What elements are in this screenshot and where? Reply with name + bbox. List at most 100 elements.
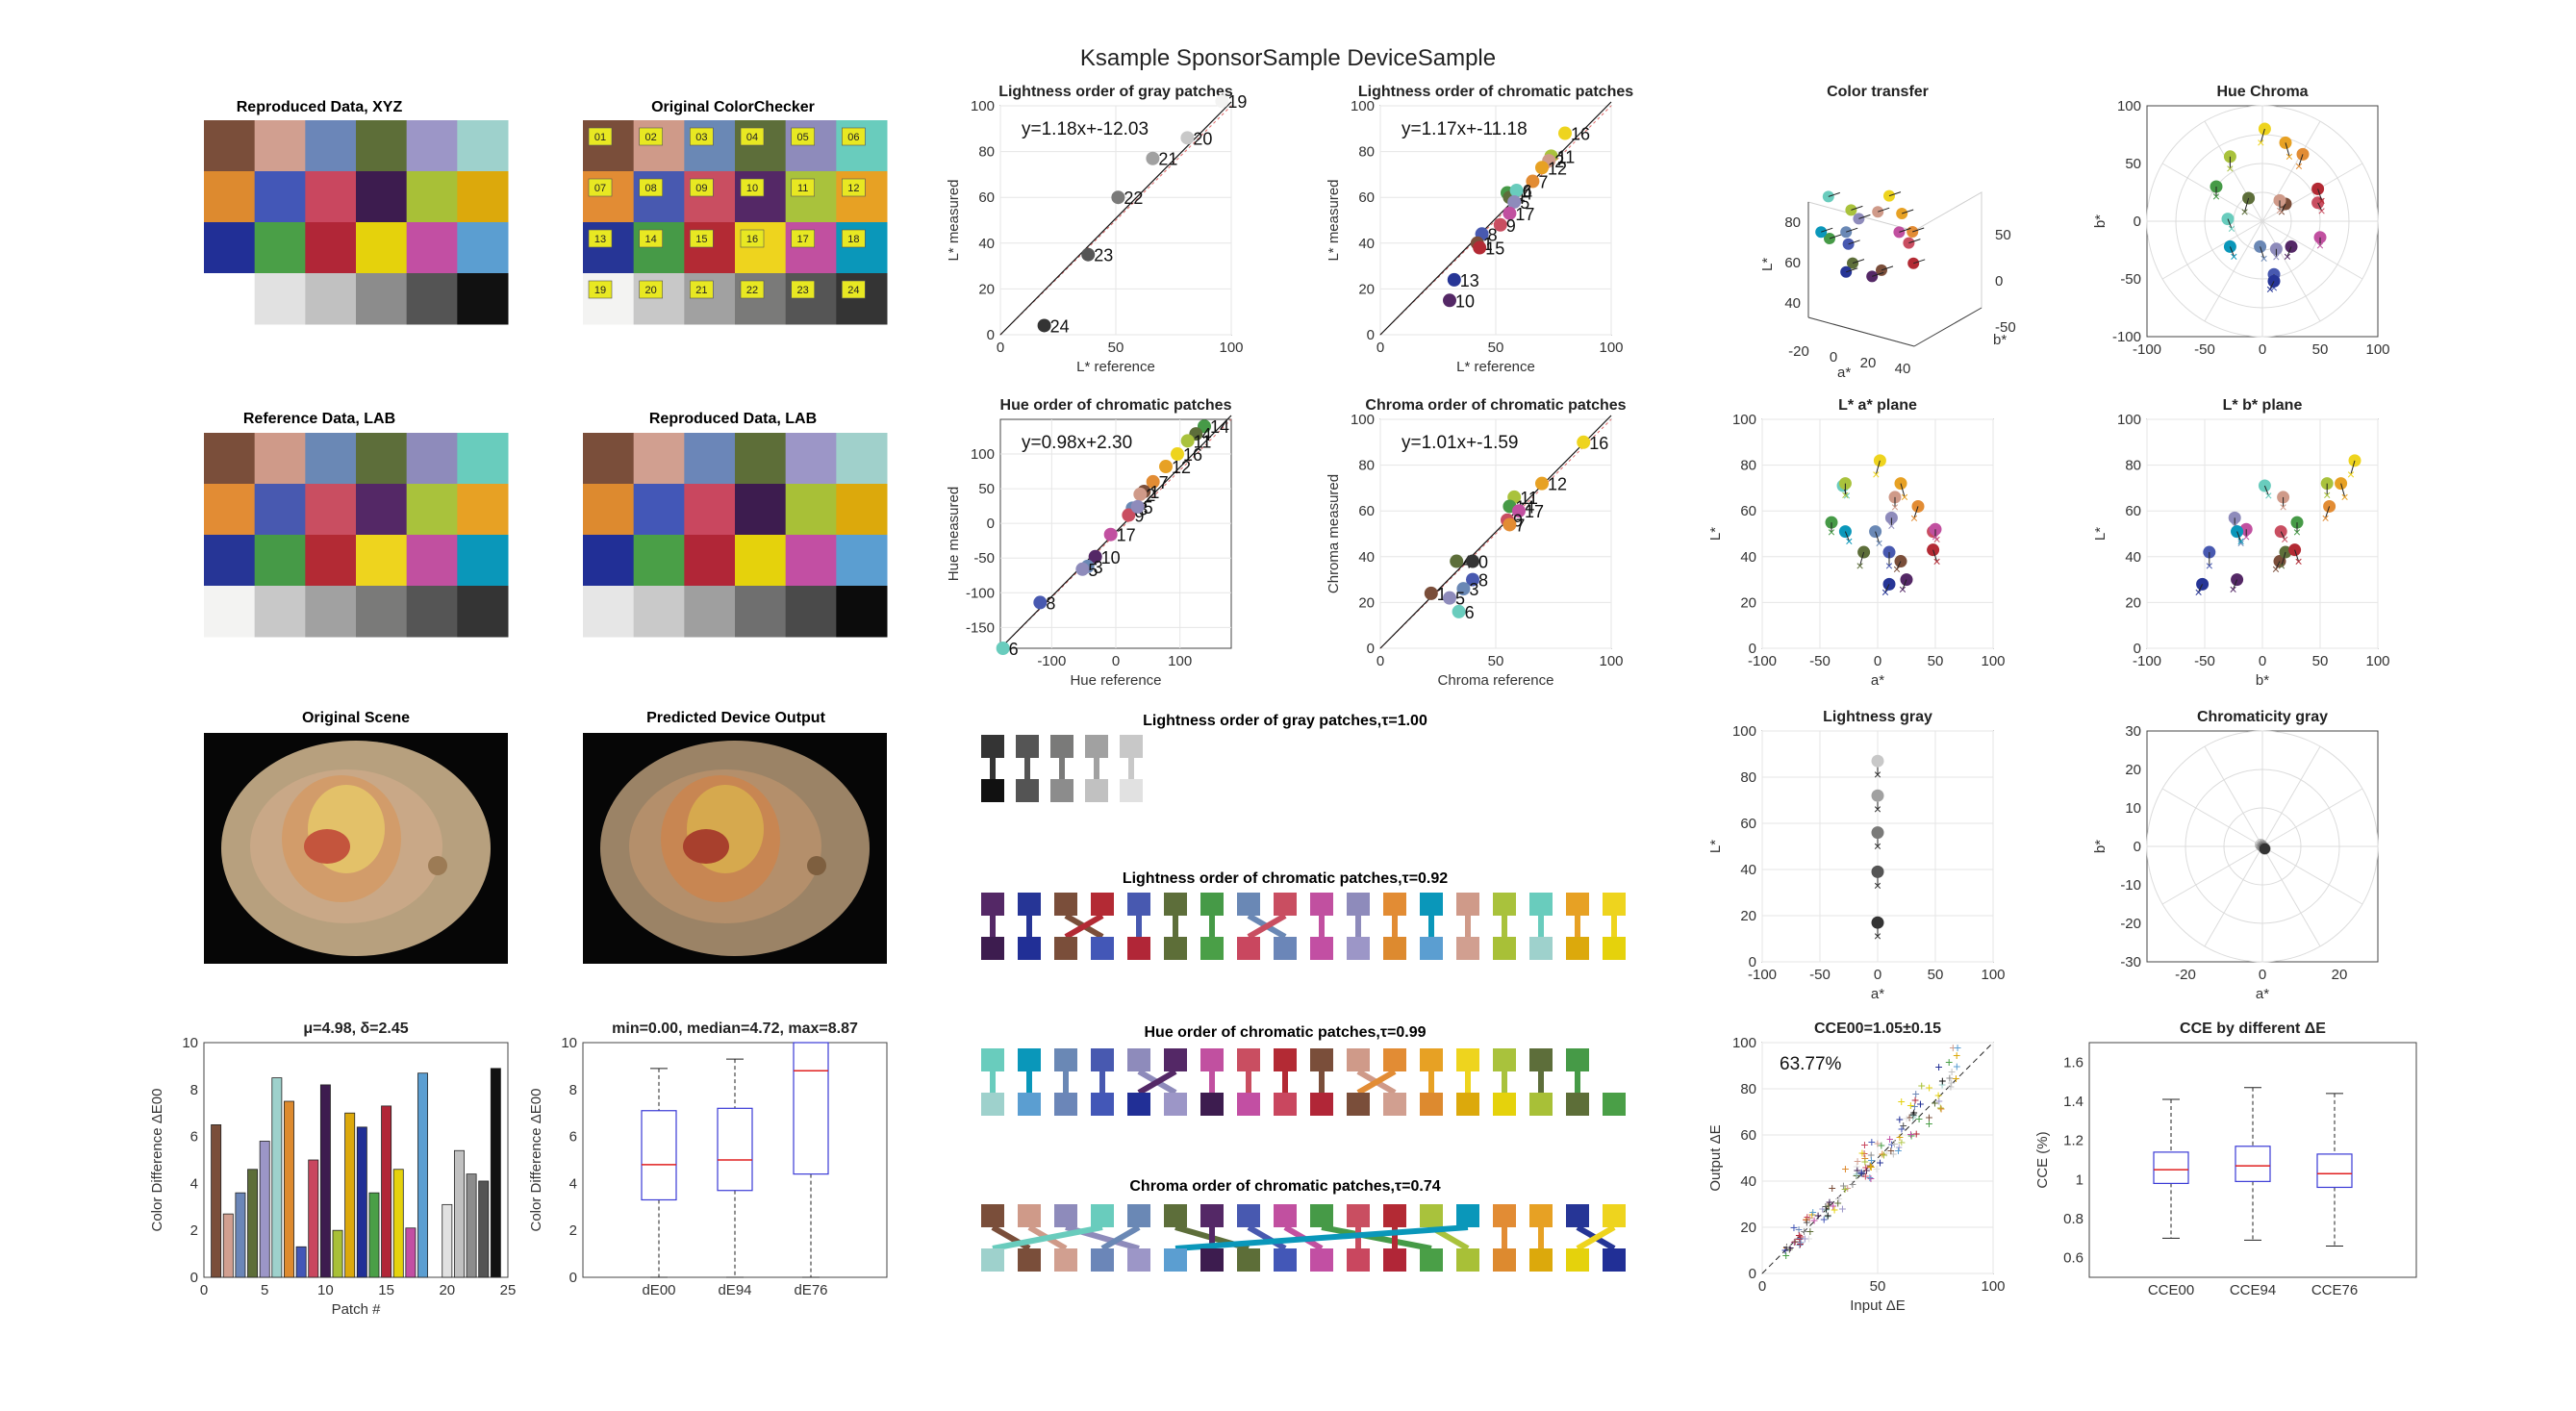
color-patch: [305, 535, 357, 587]
shift-vector: [1851, 205, 1863, 211]
reference-marker: ×: [2278, 204, 2286, 219]
reference-marker: ×: [1874, 767, 1881, 782]
order-patch-bottom: [1420, 1248, 1443, 1272]
data-point: +: [1796, 1237, 1804, 1252]
shift-vector: [1852, 259, 1865, 265]
data-point: +: [1931, 1096, 1938, 1111]
order-patch-top: [1456, 1048, 1479, 1071]
data-point: +: [1825, 1197, 1832, 1213]
reference-marker: ×: [2264, 488, 2272, 503]
shift-vector: [1902, 579, 1907, 590]
data-point: +: [1782, 1247, 1790, 1263]
y-tick-label: 4: [569, 1175, 577, 1192]
order-patch-top: [1127, 1048, 1150, 1071]
y-tick-label: 0: [1367, 327, 1375, 343]
data-point: +: [1867, 1171, 1875, 1186]
y-tick-label: 1.4: [2063, 1094, 2084, 1110]
order-patch-top: [1529, 1204, 1553, 1227]
bar: [284, 1100, 294, 1278]
data-point: +: [1953, 1059, 1960, 1074]
data-point: +: [1831, 1201, 1838, 1217]
data-point: +: [1824, 1209, 1831, 1224]
order-patch-bottom: [981, 1093, 1004, 1116]
y-tick-label: 0: [190, 1270, 198, 1286]
color-patch: [836, 433, 888, 485]
x-tick-label: 100: [1981, 653, 2005, 669]
y-axis-label: b*: [2092, 214, 2109, 228]
x-tick-label: 0: [997, 340, 1004, 356]
data-point: +: [1935, 1093, 1943, 1108]
data-point: +: [1898, 1135, 1906, 1150]
data-point: [1456, 582, 1471, 596]
order-patch-bottom: [1091, 1093, 1114, 1116]
data-point: +: [1838, 1201, 1846, 1217]
data-point-label: 6: [1523, 182, 1532, 201]
data-point: +: [1911, 1092, 1919, 1107]
data-point: [1443, 591, 1456, 605]
y-tick-label: 1.2: [2063, 1133, 2084, 1149]
data-point: +: [1903, 1110, 1910, 1125]
y-tick-label: -50: [973, 550, 995, 567]
reference-marker: ×: [2295, 554, 2303, 569]
polar-spoke: [2204, 120, 2263, 222]
polar-spoke: [2261, 120, 2321, 222]
x-tick-label: 0: [1758, 1278, 1766, 1295]
y-tick-label: 0: [987, 327, 995, 343]
data-point: +: [1858, 1146, 1866, 1161]
bar: [247, 1169, 259, 1278]
polar-spoke: [2204, 220, 2263, 322]
data-point: +: [1887, 1137, 1895, 1152]
order-patch-bottom: [1566, 937, 1589, 960]
order-patch-top: [1347, 1048, 1370, 1071]
patch-number-box: [791, 280, 815, 299]
data-point: +: [1894, 1143, 1902, 1158]
data-point: +: [1866, 1170, 1874, 1185]
data-point: +: [1801, 1223, 1808, 1239]
chart-title: L* a* plane: [1838, 397, 1917, 414]
chart-title: CCE by different ΔE: [2180, 1020, 2326, 1037]
data-point: [1452, 604, 1466, 618]
data-point-label: 16: [1589, 434, 1608, 453]
y-axis-label: L*: [2092, 527, 2109, 541]
data-point: +: [1907, 1128, 1915, 1144]
color-patch: [785, 484, 837, 536]
patch-number-box: [740, 178, 765, 197]
chart-color-transfer: Color transfer 40 60 80 -20 0 20 40 -50 0 50 a* L* b*: [1759, 84, 2016, 381]
y-tick-label: 50: [2125, 156, 2141, 172]
color-patch: [457, 120, 509, 172]
shift-vector: [2350, 460, 2356, 474]
patch-number-label: 09: [695, 183, 707, 194]
data-point: +: [1795, 1227, 1803, 1243]
y-tick-label: 100: [1732, 412, 1756, 428]
chart-title: Lightness order of chromatic patches: [1358, 84, 1633, 100]
patch-number-label: 19: [594, 285, 606, 296]
color-patch: [204, 484, 256, 536]
shift-vector: [1932, 549, 1938, 562]
order-patch-bottom: [1456, 1248, 1479, 1272]
fit-line: [1379, 415, 1612, 649]
data-point-label: 8: [1488, 225, 1498, 244]
y-tick-label: 2: [190, 1222, 198, 1239]
color-patch: [684, 535, 736, 587]
order-patch-top: [981, 735, 1004, 758]
y-tick-label: 60: [1740, 816, 1756, 832]
y-tick-label: 10: [561, 1035, 577, 1051]
data-point: +: [1829, 1180, 1836, 1196]
reference-marker: ×: [1874, 839, 1881, 854]
box: [2153, 1151, 2189, 1185]
reference-marker: ×: [2206, 558, 2213, 573]
x-tick-label: -50: [2194, 653, 2215, 669]
data-point: +: [1895, 1140, 1903, 1155]
order-patch-top: [1164, 1204, 1187, 1227]
reference-marker: ×: [1872, 466, 1880, 482]
patch-number-box: [639, 127, 663, 146]
shift-vector: [1913, 259, 1926, 265]
x-tick-label: -100: [1037, 653, 1066, 669]
bar: [392, 1169, 404, 1278]
x-axis-label: Input ΔE: [1850, 1298, 1906, 1314]
x-axis-label: a*: [2256, 986, 2269, 1002]
reference-marker: ×: [1843, 488, 1851, 503]
y-axis-label: Chroma measured: [1326, 474, 1342, 593]
color-patch: [684, 586, 736, 638]
color-patch: [305, 171, 357, 223]
